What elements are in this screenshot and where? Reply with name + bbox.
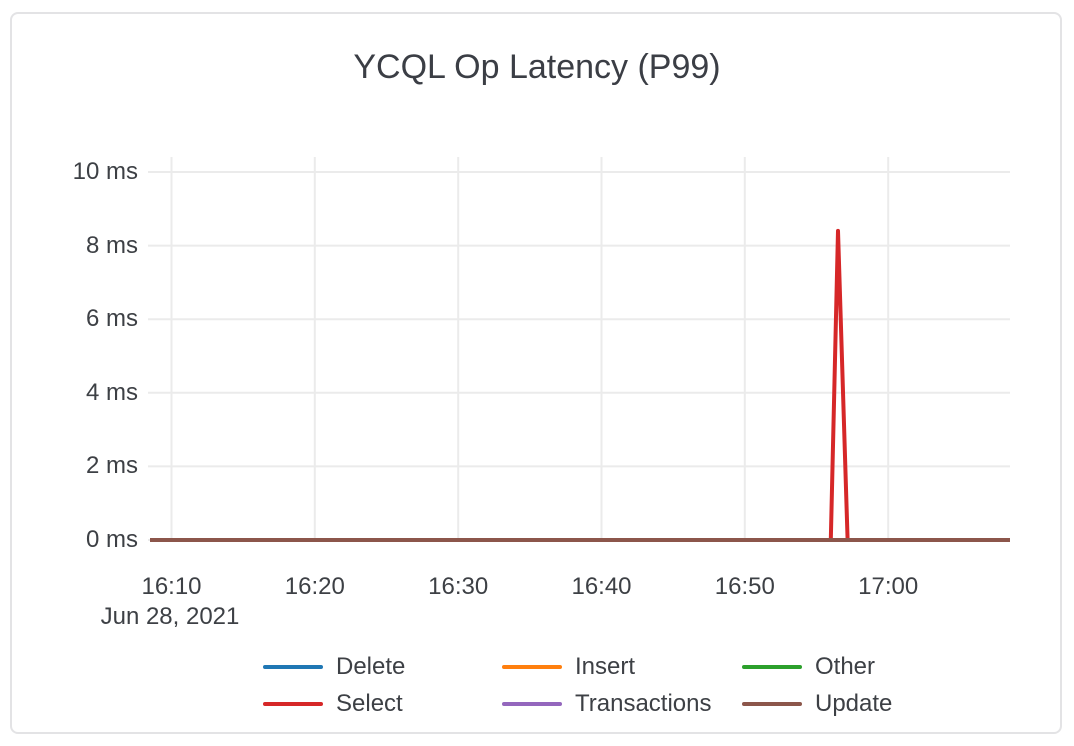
chart-card bbox=[10, 12, 1062, 734]
legend-label: Other bbox=[815, 653, 876, 680]
legend-item-update[interactable]: Update bbox=[742, 690, 892, 718]
legend-swatch bbox=[742, 665, 802, 669]
legend-swatch bbox=[502, 702, 562, 706]
legend-item-delete[interactable]: Delete bbox=[263, 653, 405, 681]
legend-label: Select bbox=[336, 690, 403, 717]
legend-item-transactions[interactable]: Transactions bbox=[502, 690, 712, 718]
legend-swatch bbox=[263, 665, 323, 669]
legend-swatch bbox=[263, 702, 323, 706]
legend-item-other[interactable]: Other bbox=[742, 653, 875, 681]
legend-label: Delete bbox=[336, 653, 406, 680]
x-axis-date-label: Jun 28, 2021 bbox=[100, 603, 240, 630]
legend-label: Insert bbox=[575, 653, 636, 680]
legend-swatch bbox=[742, 702, 802, 706]
legend-label: Transactions bbox=[575, 690, 712, 717]
series-line-select bbox=[150, 228, 1010, 542]
legend-item-insert[interactable]: Insert bbox=[502, 653, 635, 681]
legend-swatch bbox=[502, 665, 562, 669]
legend-item-select[interactable]: Select bbox=[263, 690, 403, 718]
chart-title: YCQL Op Latency (P99) bbox=[353, 48, 721, 86]
legend-label: Update bbox=[815, 690, 893, 717]
